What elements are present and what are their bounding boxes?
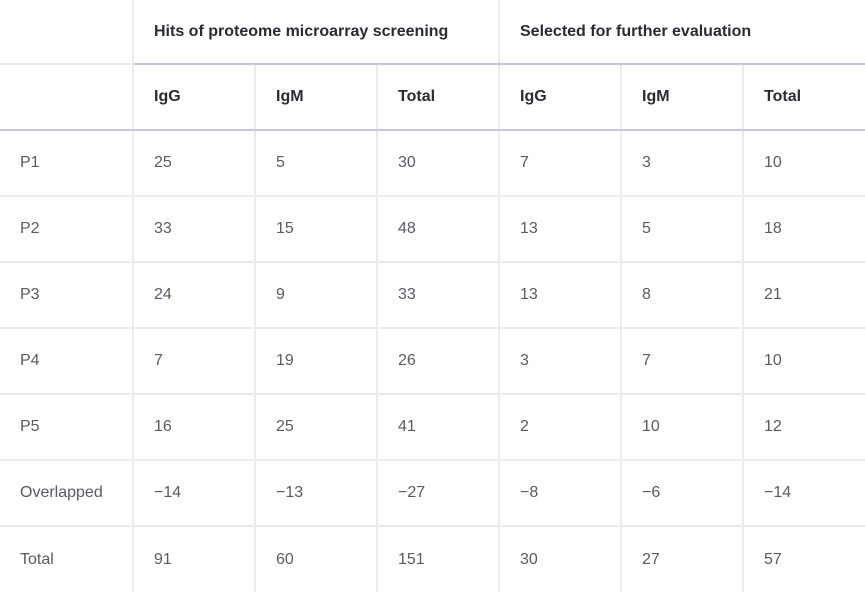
row-label: Overlapped — [0, 460, 133, 527]
table-cell: 10 — [620, 394, 743, 461]
table-cell: −13 — [254, 460, 377, 527]
sub-header-igm-screening: IgM — [254, 64, 377, 131]
table-cell: 30 — [498, 526, 621, 592]
row-label: P2 — [0, 196, 133, 263]
table-cell: 13 — [498, 262, 621, 329]
table-cell: 24 — [132, 262, 255, 329]
table-cell: 27 — [620, 526, 743, 592]
table-cell: −6 — [620, 460, 743, 527]
sub-header-total-selected: Total — [741, 64, 865, 131]
table-cell: 7 — [132, 328, 255, 395]
table-cell: 48 — [376, 196, 499, 263]
corner-cell — [0, 0, 133, 65]
table-cell: 10 — [741, 130, 865, 197]
table-cell: 12 — [741, 394, 865, 461]
sub-header-total-screening: Total — [376, 64, 499, 131]
table-cell: 7 — [620, 328, 743, 395]
table-cell: 5 — [254, 130, 377, 197]
table-cell: 16 — [132, 394, 255, 461]
table-cell: 5 — [620, 196, 743, 263]
table-cell: 60 — [254, 526, 377, 592]
table-cell: 19 — [254, 328, 377, 395]
table-cell: 18 — [741, 196, 865, 263]
sub-header-blank — [0, 64, 133, 131]
row-label: Total — [20, 550, 54, 568]
table-cell: −8 — [498, 460, 621, 527]
table-row: Overlapped −14 −13 −27 −8 −6 −14 — [0, 460, 865, 527]
table-cell: 57 — [741, 526, 865, 592]
table-cell: 8 — [620, 262, 743, 329]
table-cell: 10 — [741, 328, 865, 395]
table-cell: 151 — [376, 526, 499, 592]
table-cell: 25 — [132, 130, 255, 197]
sub-header-row: IgG IgM Total IgG IgM Total — [0, 64, 865, 131]
table-cell: 15 — [254, 196, 377, 263]
table-cell: 91 — [132, 526, 255, 592]
table-cell: −14 — [741, 460, 865, 527]
table-cell: 2 — [498, 394, 621, 461]
table-row: P3 24 9 33 13 8 21 — [0, 262, 865, 329]
table-cell: 30 — [376, 130, 499, 197]
table-cell: 41 — [376, 394, 499, 461]
table-row: P4 7 19 26 3 7 10 — [0, 328, 865, 395]
row-label: P4 — [0, 328, 133, 395]
table-cell: −14 — [132, 460, 255, 527]
table-cell: 21 — [741, 262, 865, 329]
table-cell: −27 — [376, 460, 499, 527]
table-cell: 3 — [498, 328, 621, 395]
table-cell: 9 — [254, 262, 377, 329]
table-cell: 7 — [498, 130, 621, 197]
group-header-screening: Hits of proteome microarray screening — [132, 0, 499, 65]
table-row: Total 91 60 151 30 27 57 — [0, 526, 865, 592]
table-cell: 3 — [620, 130, 743, 197]
table-cell: 33 — [132, 196, 255, 263]
row-label: P3 — [0, 262, 133, 329]
table-cell: 33 — [376, 262, 499, 329]
table-cell: 25 — [254, 394, 377, 461]
table-row: P5 16 25 41 2 10 12 — [0, 394, 865, 461]
table-row: P1 25 5 30 7 3 10 — [0, 130, 865, 197]
table-row: P2 33 15 48 13 5 18 — [0, 196, 865, 263]
row-label: P5 — [0, 394, 133, 461]
sub-header-igg-selected: IgG — [498, 64, 621, 131]
group-header-selected: Selected for further evaluation — [497, 0, 865, 65]
sub-header-igm-selected: IgM — [620, 64, 743, 131]
row-label: P1 — [0, 130, 133, 197]
table-cell: 26 — [376, 328, 499, 395]
table-cell: 13 — [498, 196, 621, 263]
group-header-row: Hits of proteome microarray screening Se… — [0, 0, 865, 65]
sub-header-igg-screening: IgG — [132, 64, 255, 131]
